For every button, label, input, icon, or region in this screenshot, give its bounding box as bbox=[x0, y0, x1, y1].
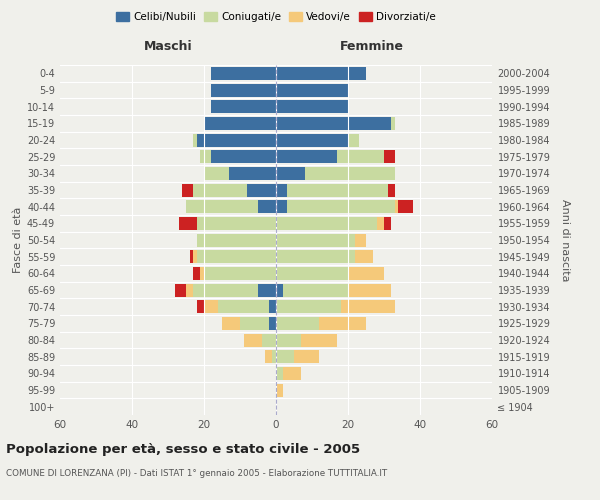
Bar bbox=[211, 150, 276, 163]
Bar bbox=[265, 350, 272, 363]
Bar bbox=[384, 217, 391, 230]
Bar bbox=[276, 100, 348, 113]
Bar bbox=[398, 200, 413, 213]
Bar bbox=[276, 334, 301, 346]
Bar bbox=[388, 184, 395, 196]
Bar bbox=[384, 150, 395, 163]
Bar bbox=[276, 350, 294, 363]
Bar bbox=[193, 267, 200, 280]
Bar bbox=[197, 134, 276, 146]
Bar bbox=[186, 200, 258, 213]
Text: COMUNE DI LORENZANA (PI) - Dati ISTAT 1° gennaio 2005 - Elaborazione TUTTITALIA.: COMUNE DI LORENZANA (PI) - Dati ISTAT 1°… bbox=[6, 469, 387, 478]
Bar bbox=[391, 117, 395, 130]
Bar bbox=[355, 250, 373, 263]
Bar bbox=[179, 217, 197, 230]
Bar bbox=[204, 300, 218, 313]
Bar bbox=[355, 234, 366, 246]
Bar bbox=[276, 167, 305, 180]
Bar bbox=[197, 234, 276, 246]
Bar bbox=[222, 317, 240, 330]
Bar bbox=[276, 150, 337, 163]
Bar bbox=[287, 200, 395, 213]
Bar bbox=[211, 100, 276, 113]
Bar bbox=[218, 300, 269, 313]
Bar bbox=[175, 284, 186, 296]
Bar bbox=[193, 284, 258, 296]
Bar bbox=[276, 200, 287, 213]
Bar bbox=[276, 67, 366, 80]
Legend: Celibi/Nubili, Coniugati/e, Vedovi/e, Divorziati/e: Celibi/Nubili, Coniugati/e, Vedovi/e, Di… bbox=[112, 8, 440, 26]
Bar bbox=[193, 134, 197, 146]
Bar bbox=[276, 217, 377, 230]
Bar bbox=[211, 84, 276, 96]
Bar bbox=[276, 250, 355, 263]
Bar bbox=[348, 267, 384, 280]
Bar bbox=[301, 334, 337, 346]
Bar bbox=[269, 300, 276, 313]
Bar bbox=[319, 317, 366, 330]
Bar bbox=[276, 300, 341, 313]
Bar bbox=[283, 367, 301, 380]
Bar bbox=[193, 250, 197, 263]
Bar bbox=[204, 117, 276, 130]
Bar bbox=[276, 117, 391, 130]
Bar bbox=[244, 334, 262, 346]
Bar bbox=[348, 284, 391, 296]
Bar bbox=[341, 300, 395, 313]
Bar bbox=[204, 167, 229, 180]
Bar bbox=[186, 284, 193, 296]
Bar bbox=[190, 250, 193, 263]
Text: Popolazione per età, sesso e stato civile - 2005: Popolazione per età, sesso e stato civil… bbox=[6, 442, 360, 456]
Bar bbox=[258, 200, 276, 213]
Y-axis label: Fasce di età: Fasce di età bbox=[13, 207, 23, 273]
Bar bbox=[276, 84, 348, 96]
Bar bbox=[276, 384, 283, 396]
Bar bbox=[348, 134, 359, 146]
Bar bbox=[269, 317, 276, 330]
Text: Maschi: Maschi bbox=[143, 40, 193, 52]
Bar bbox=[276, 367, 283, 380]
Text: Femmine: Femmine bbox=[340, 40, 404, 52]
Bar bbox=[258, 284, 276, 296]
Bar bbox=[276, 267, 348, 280]
Bar bbox=[197, 300, 204, 313]
Bar bbox=[240, 317, 269, 330]
Bar bbox=[204, 267, 276, 280]
Y-axis label: Anni di nascita: Anni di nascita bbox=[560, 198, 570, 281]
Bar bbox=[200, 267, 204, 280]
Bar bbox=[276, 284, 283, 296]
Bar bbox=[283, 284, 348, 296]
Bar bbox=[276, 184, 287, 196]
Bar bbox=[200, 150, 211, 163]
Bar bbox=[211, 67, 276, 80]
Bar bbox=[276, 317, 319, 330]
Bar bbox=[197, 217, 276, 230]
Bar bbox=[294, 350, 319, 363]
Bar bbox=[197, 250, 276, 263]
Bar bbox=[262, 334, 276, 346]
Bar bbox=[182, 184, 193, 196]
Bar bbox=[247, 184, 276, 196]
Bar bbox=[337, 150, 384, 163]
Bar bbox=[276, 134, 348, 146]
Bar bbox=[272, 350, 276, 363]
Bar bbox=[229, 167, 276, 180]
Bar bbox=[305, 167, 395, 180]
Bar bbox=[276, 234, 355, 246]
Bar bbox=[287, 184, 388, 196]
Bar bbox=[377, 217, 384, 230]
Bar bbox=[193, 184, 247, 196]
Bar bbox=[395, 200, 398, 213]
